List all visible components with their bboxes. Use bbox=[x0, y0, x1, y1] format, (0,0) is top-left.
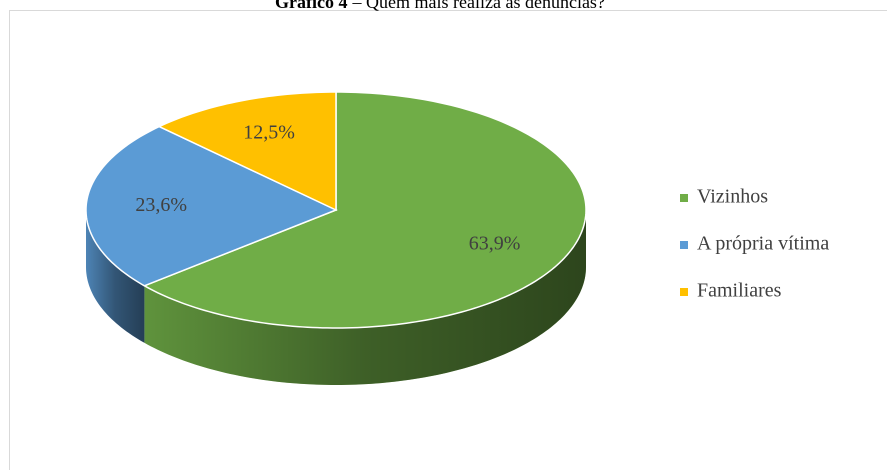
slice bbox=[157, 91, 337, 212]
data-label: 12,5% bbox=[243, 121, 295, 143]
title-text: – Quem mais realiza as denúncias? bbox=[352, 0, 605, 12]
legend-label: A própria vítima bbox=[697, 233, 829, 255]
legend-swatch bbox=[680, 241, 688, 249]
legend-label: Familiares bbox=[697, 280, 782, 302]
data-label: 63,9% bbox=[469, 233, 521, 255]
title-number: Gráfico 4 bbox=[275, 0, 347, 12]
slice-side bbox=[144, 210, 586, 385]
slice-side bbox=[86, 210, 145, 343]
slice bbox=[85, 125, 338, 287]
data-label: 23,6% bbox=[135, 194, 187, 216]
slice bbox=[142, 91, 587, 329]
chart-title: Gráfico 4 – Quem mais realiza as denúncia… bbox=[275, 0, 605, 12]
slice-side-shade bbox=[86, 210, 145, 343]
legend-label: Vizinhos bbox=[697, 186, 768, 208]
legend-swatch bbox=[680, 288, 688, 296]
slice-side-shade bbox=[144, 210, 586, 385]
legend-swatch bbox=[680, 194, 688, 202]
